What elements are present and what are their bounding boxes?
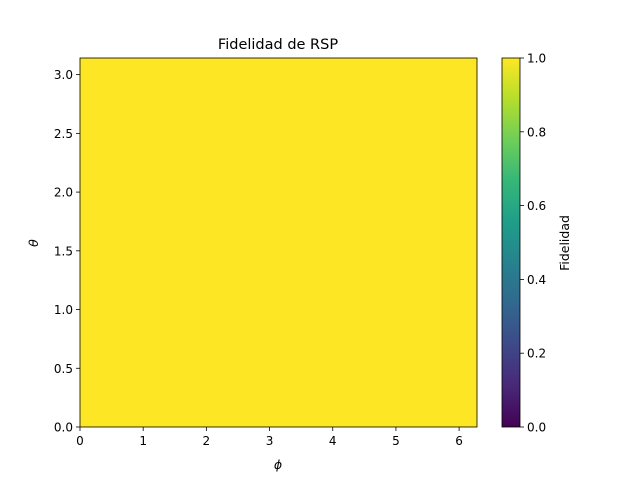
colorbar-tick-label: 0.4 [527, 273, 546, 287]
x-tick-label: 6 [455, 434, 463, 448]
y-tick-label: 1.0 [54, 303, 73, 317]
y-axis-ticks: 0.0 0.5 1.0 1.5 2.0 2.5 3.0 [54, 68, 80, 435]
colorbar-tick-label: 0.0 [527, 421, 546, 435]
colorbar-tick-label: 0.6 [527, 199, 546, 213]
x-tick-label: 2 [203, 434, 211, 448]
x-axis-label: ϕ [274, 457, 282, 472]
colorbar-ticks: 0.0 0.2 0.4 0.6 0.8 1.0 [520, 52, 546, 435]
y-tick-label: 3.0 [54, 68, 73, 82]
y-tick-label: 2.5 [54, 127, 73, 141]
x-axis-ticks: 0 1 2 3 4 5 6 [76, 427, 463, 448]
x-tick-label: 5 [392, 434, 400, 448]
x-tick-label: 0 [76, 434, 84, 448]
colorbar-tick-label: 1.0 [527, 52, 546, 66]
plot-frame [79, 57, 478, 428]
chart-title: Fidelidad de RSP [218, 37, 338, 53]
y-tick-label: 1.5 [54, 244, 73, 258]
heatmap-cell [80, 58, 477, 427]
x-tick-label: 3 [266, 434, 274, 448]
colorbar-tick-label: 0.8 [527, 125, 546, 139]
y-tick-label: 2.0 [54, 186, 73, 200]
colorbar-label: Fidelidad [557, 215, 572, 271]
x-tick-label: 1 [139, 434, 147, 448]
colorbar-tick-label: 0.2 [527, 347, 546, 361]
colorbar [501, 57, 521, 428]
y-tick-label: 0.5 [54, 362, 73, 376]
y-tick-label: 0.0 [54, 421, 73, 435]
y-axis-label: θ [26, 239, 41, 247]
x-tick-label: 4 [329, 434, 337, 448]
